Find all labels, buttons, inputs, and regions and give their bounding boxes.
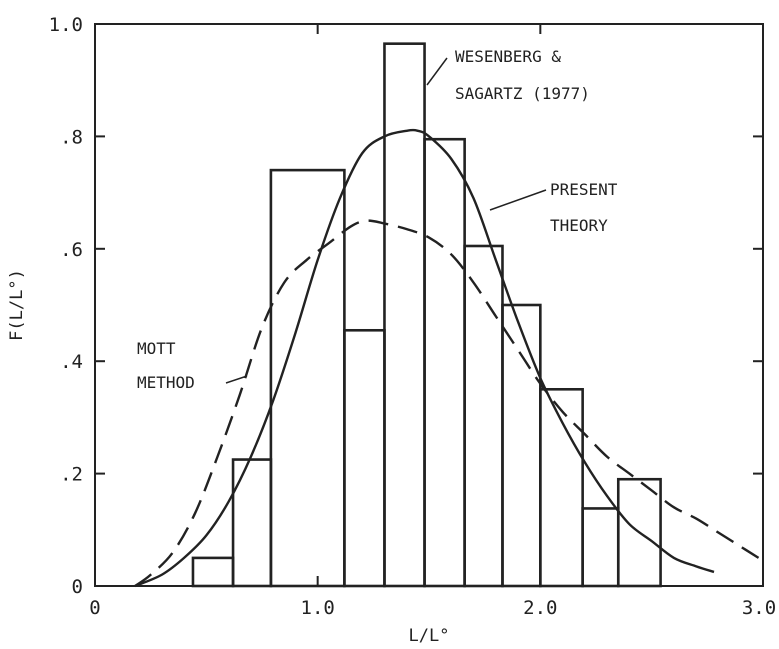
x-tick-label: 0 bbox=[89, 597, 100, 619]
tick-marks bbox=[94, 23, 764, 587]
present-theory-curve bbox=[134, 128, 715, 588]
wesenberg-leader-line bbox=[426, 57, 448, 86]
mott-method-curve bbox=[134, 219, 760, 587]
y-tick-label: .6 bbox=[60, 239, 83, 261]
mott-method-leader-line bbox=[225, 375, 248, 384]
plot-frame bbox=[94, 23, 764, 587]
histogram-bar bbox=[343, 328, 386, 588]
histogram-bar bbox=[231, 458, 273, 588]
x-tick-label: 2.0 bbox=[523, 597, 557, 619]
present-theory-label-line1: PRESENT bbox=[550, 180, 618, 199]
histogram-series bbox=[191, 42, 662, 588]
x-tick-labels: 0 1.0 2.0 3.0 bbox=[89, 597, 776, 619]
y-tick-label: 1.0 bbox=[49, 14, 83, 36]
y-tick-label: 0 bbox=[72, 576, 83, 598]
y-tick-label: .8 bbox=[60, 126, 83, 148]
histogram-bar bbox=[581, 507, 620, 588]
present-theory-label-line2: THEORY bbox=[550, 216, 608, 235]
histogram-bar bbox=[501, 303, 542, 588]
x-axis-title: L/L° bbox=[409, 626, 450, 646]
y-tick-labels: 0 .2 .4 .6 .8 1.0 bbox=[49, 14, 83, 598]
histogram-bar bbox=[191, 556, 235, 588]
wesenberg-label-line1: WESENBERG & bbox=[455, 47, 561, 66]
y-tick-label: .4 bbox=[60, 351, 83, 373]
x-tick-label: 1.0 bbox=[301, 597, 335, 619]
mott-method-label-line2: METHOD bbox=[137, 373, 195, 392]
histogram-bar bbox=[463, 244, 504, 588]
wesenberg-label-line2: SAGARTZ (1977) bbox=[455, 84, 590, 103]
series-group bbox=[134, 42, 760, 588]
histogram-bar bbox=[423, 137, 466, 588]
histogram-bar bbox=[383, 42, 426, 588]
y-axis-title: F(L/L°) bbox=[7, 269, 27, 341]
x-tick-label: 3.0 bbox=[742, 597, 776, 619]
present-theory-leader-line bbox=[489, 189, 547, 211]
histogram-bar bbox=[539, 387, 584, 588]
mott-method-label-line1: MOTT bbox=[137, 339, 176, 358]
histogram-bar bbox=[616, 477, 662, 588]
y-tick-label: .2 bbox=[60, 464, 83, 486]
